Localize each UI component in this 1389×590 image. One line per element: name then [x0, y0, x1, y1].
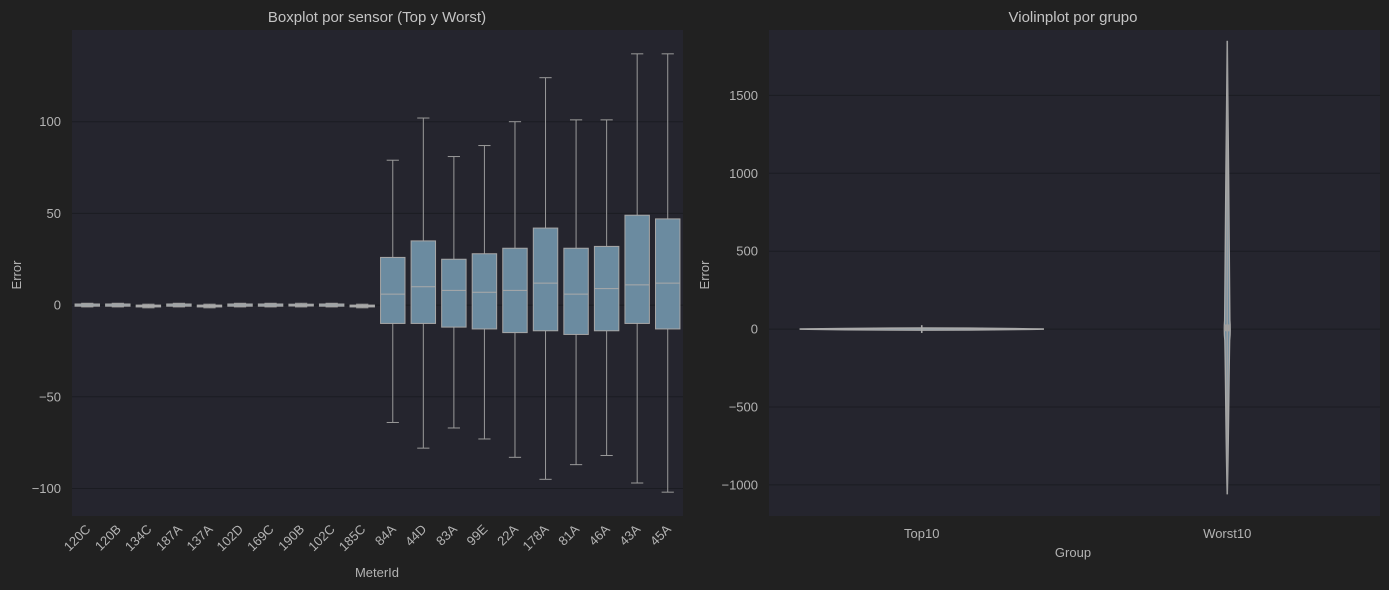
y-tick-label: 0: [54, 298, 61, 313]
violinplot-y-axis-label: Error: [697, 260, 712, 290]
box-190B: [288, 302, 314, 308]
box-187A: [166, 302, 192, 308]
boxplot-y-ticks: −100 −50 0 50 100: [32, 114, 61, 496]
y-tick-label: 100: [39, 114, 61, 129]
box-iqr: [655, 218, 681, 330]
y-tick-label: −100: [32, 481, 61, 496]
box-169C: [257, 302, 284, 308]
violin-inner-box: [1224, 324, 1231, 332]
box-iqr: [410, 240, 437, 324]
boxplot-marks: [74, 53, 681, 493]
box-iqr: [441, 258, 467, 328]
box-99E: [471, 145, 498, 440]
box-134C: [135, 303, 162, 309]
box-137A: [196, 303, 223, 309]
violinplot-grid: [769, 94, 1380, 486]
box-iqr: [380, 256, 406, 324]
box-iqr: [624, 214, 650, 324]
y-tick-label: −50: [39, 389, 61, 404]
box-iqr: [532, 227, 559, 332]
y-tick-label: 500: [736, 244, 758, 259]
violinplot-title: Violinplot por grupo: [1009, 9, 1138, 26]
box-45A: [655, 53, 681, 493]
box-iqr: [471, 253, 498, 330]
box-iqr: [563, 247, 589, 335]
violin-Top10: [799, 325, 1044, 333]
box-83A: [441, 156, 467, 429]
box-120B: [105, 302, 131, 308]
boxplot-x-axis-label: MeterId: [355, 565, 399, 580]
y-tick-label: 1000: [729, 166, 758, 181]
y-tick-label: 0: [751, 322, 758, 337]
violinplot-x-ticks: Top10 Worst10: [904, 526, 1251, 541]
box-102D: [227, 302, 253, 308]
y-tick-label: 1500: [729, 88, 758, 103]
box-102C: [318, 302, 345, 308]
box-44D: [410, 117, 437, 449]
box-178A: [532, 77, 559, 480]
y-tick-label: 50: [47, 206, 61, 221]
box-84A: [380, 159, 406, 423]
box-22A: [502, 121, 528, 458]
boxplot-y-axis-label: Error: [9, 260, 24, 290]
boxplot-title: Boxplot por sensor (Top y Worst): [268, 9, 486, 26]
box-43A: [624, 53, 650, 484]
boxplot-axes-background: [72, 30, 683, 516]
box-120C: [74, 302, 100, 308]
box-185C: [349, 303, 375, 309]
y-tick-label: −1000: [721, 477, 758, 492]
box-81A: [563, 119, 589, 466]
violin-Worst10: [1223, 40, 1231, 495]
violinplot-marks: [799, 40, 1231, 495]
violinplot-y-ticks: −1000 −500 0 500 1000 1500: [721, 88, 758, 492]
violinplot-axes-background: [769, 30, 1380, 516]
violinplot-x-axis-label: Group: [1055, 545, 1091, 560]
x-tick-label: Worst10: [1203, 526, 1251, 541]
y-tick-label: −500: [729, 399, 758, 414]
x-tick-label: Top10: [904, 526, 939, 541]
box-46A: [593, 119, 620, 456]
violinplot-chart: −1000 −500 0 500 1000 1500 Top10 Worst10 Violi…: [697, 9, 1380, 560]
